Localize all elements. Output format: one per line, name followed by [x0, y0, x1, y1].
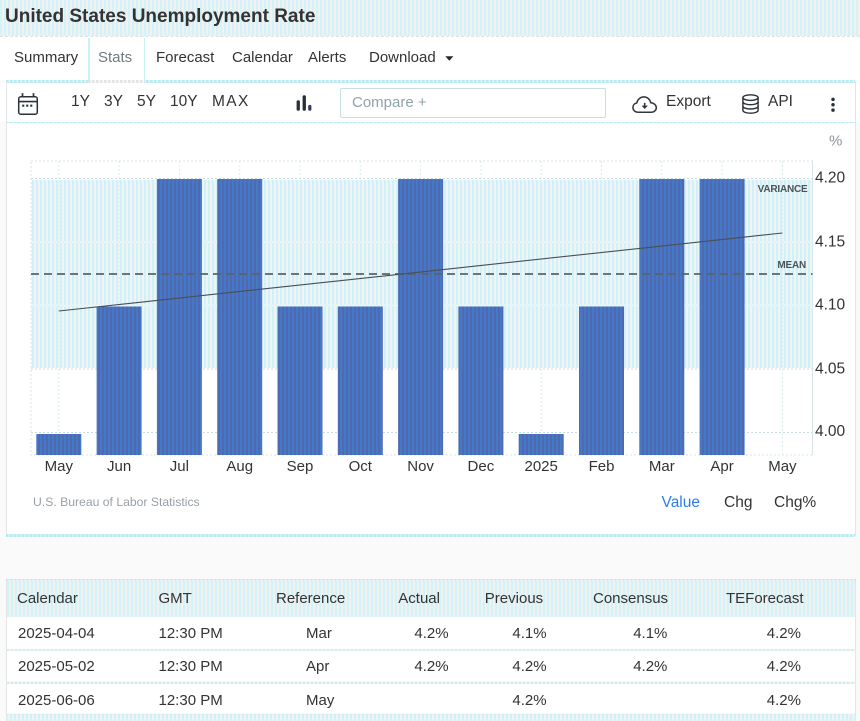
svg-text:VARIANCE: VARIANCE: [758, 184, 808, 195]
svg-text:Sep: Sep: [287, 458, 314, 475]
svg-text:2025: 2025: [525, 458, 558, 475]
svg-text:Mar: Mar: [649, 458, 675, 475]
svg-text:4.05: 4.05: [815, 361, 845, 378]
svg-text:Aug: Aug: [226, 458, 253, 475]
svg-text:MEAN: MEAN: [777, 260, 806, 271]
svg-text:Feb: Feb: [589, 458, 615, 475]
svg-text:4.10: 4.10: [815, 297, 846, 314]
svg-text:Nov: Nov: [407, 458, 434, 475]
svg-text:Oct: Oct: [349, 458, 373, 475]
svg-text:%: %: [829, 133, 842, 150]
svg-text:Dec: Dec: [468, 458, 495, 475]
svg-text:4.15: 4.15: [815, 233, 845, 250]
svg-text:Jun: Jun: [107, 458, 131, 475]
svg-text:Chg%: Chg%: [774, 494, 816, 511]
svg-text:Apr: Apr: [710, 458, 733, 475]
svg-text:Value: Value: [662, 494, 701, 511]
svg-text:Jul: Jul: [170, 458, 189, 475]
svg-text:Chg: Chg: [724, 494, 752, 511]
svg-text:U.S. Bureau of Labor Statistic: U.S. Bureau of Labor Statistics: [33, 495, 200, 509]
svg-text:May: May: [45, 458, 74, 475]
svg-text:4.20: 4.20: [815, 170, 846, 187]
svg-text:May: May: [768, 458, 797, 475]
svg-text:4.00: 4.00: [815, 423, 846, 440]
